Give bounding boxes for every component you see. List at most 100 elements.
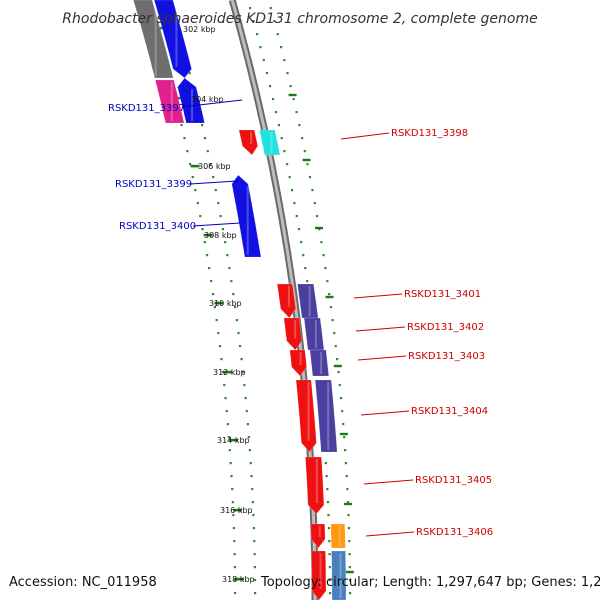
gene-bar-purple <box>309 349 330 377</box>
track-dot <box>235 319 238 322</box>
gene-label-3405[interactable]: RSKD131_3405 <box>415 475 492 486</box>
tick-label-310: 310 kbp <box>209 299 242 308</box>
track-dot <box>208 267 211 270</box>
track-dot <box>214 189 217 192</box>
gene-label-3402[interactable]: RSKD131_3402 <box>407 322 484 333</box>
gene-bar-orange <box>330 523 346 549</box>
gene-arrow-red <box>289 349 308 377</box>
gene-bar-purple <box>297 283 319 319</box>
track-dot <box>308 176 312 179</box>
scale-tick <box>234 577 244 581</box>
gene-features <box>132 0 347 600</box>
gene-bar-grey-shine <box>154 2 157 76</box>
scale-tick <box>233 508 243 512</box>
gene-label-3400[interactable]: RSKD131_3400 <box>119 221 196 232</box>
track-dot <box>229 462 232 465</box>
track-dot <box>251 488 254 491</box>
track-dot <box>196 202 199 205</box>
track-dot <box>328 553 331 556</box>
callout-line <box>189 180 238 185</box>
callout-line <box>192 222 241 227</box>
callout-line <box>340 132 390 140</box>
track-dot <box>325 475 328 478</box>
track-dot <box>347 527 351 530</box>
gene-label-3398[interactable]: RSKD131_3398 <box>391 128 468 139</box>
gene-label-3397[interactable]: RSKD131_3397 <box>108 103 185 114</box>
track-dot <box>232 527 235 530</box>
track-dot <box>303 150 306 153</box>
gene-label-3401[interactable]: RSKD131_3401 <box>404 289 481 300</box>
track-dot <box>247 436 251 439</box>
scale-tick-outer <box>325 295 334 299</box>
track-dot <box>313 202 316 205</box>
track-dot <box>233 566 236 569</box>
track-dot <box>286 72 289 75</box>
track-dot <box>253 592 257 595</box>
track-dot <box>324 462 327 465</box>
gene-arrow-blue <box>177 77 205 124</box>
track-dot <box>233 592 237 595</box>
track-dot <box>328 579 332 582</box>
track-dot <box>233 540 236 543</box>
track-dot <box>348 566 351 569</box>
track-dot <box>339 397 343 400</box>
track-dot <box>302 254 305 257</box>
track-dot <box>252 20 255 23</box>
gene-label-3406[interactable]: RSKD131_3406 <box>416 527 493 538</box>
callout-line <box>365 531 415 537</box>
track-dot <box>334 345 337 348</box>
track-dot <box>326 488 329 491</box>
summary-text: Topology: circular; Length: 1,297,647 bp… <box>260 575 600 590</box>
scale-tick-outer <box>343 502 352 506</box>
track-dot <box>295 215 298 218</box>
track-dot <box>346 501 350 504</box>
gene-arrow-red-shine <box>287 286 290 307</box>
track-dot <box>183 137 186 140</box>
track-dot <box>348 553 351 556</box>
track-dot <box>280 137 283 140</box>
track-dot <box>217 332 220 335</box>
track-dot <box>245 410 248 413</box>
track-dot <box>248 7 252 10</box>
gene-arrow-red-shine <box>318 526 321 537</box>
gene-arrow-blue <box>231 174 262 258</box>
track-dot <box>228 267 231 270</box>
callout-line <box>360 410 410 416</box>
scale-tick <box>175 96 185 100</box>
track-dot <box>250 475 253 478</box>
track-dot <box>283 150 286 153</box>
track-dot <box>337 371 340 374</box>
gene-label-3403[interactable]: RSKD131_3403 <box>408 351 485 362</box>
track-dot <box>328 566 331 569</box>
track-dot <box>186 150 189 153</box>
track-dot <box>252 514 255 517</box>
track-dot <box>346 488 349 491</box>
gene-bar-magenta <box>154 79 185 124</box>
track-dot <box>320 241 323 244</box>
scale-tick-outer <box>288 93 297 97</box>
track-dot <box>255 33 259 36</box>
track-dot <box>241 371 245 374</box>
callout-line <box>357 355 407 361</box>
gene-label-3399[interactable]: RSKD131_3399 <box>115 179 192 190</box>
track-dot <box>328 592 332 595</box>
track-dot <box>262 59 265 62</box>
track-dot <box>347 514 350 517</box>
track-dot <box>205 254 209 257</box>
track-dot <box>253 566 256 569</box>
track-dot <box>224 397 227 400</box>
track-dot <box>324 267 327 270</box>
gene-label-3404[interactable]: RSKD131_3404 <box>411 406 488 417</box>
gene-bar-purple <box>314 379 338 453</box>
track-dot <box>248 449 251 452</box>
track-dot <box>203 137 207 140</box>
track-dot <box>311 189 314 192</box>
track-dot <box>243 384 246 387</box>
scale-tick <box>229 438 239 442</box>
track-dot <box>191 176 194 179</box>
gene-arrow-blue-shine <box>175 2 178 67</box>
track-dot <box>341 410 344 413</box>
track-dot <box>219 215 222 218</box>
callout-line <box>181 99 243 108</box>
